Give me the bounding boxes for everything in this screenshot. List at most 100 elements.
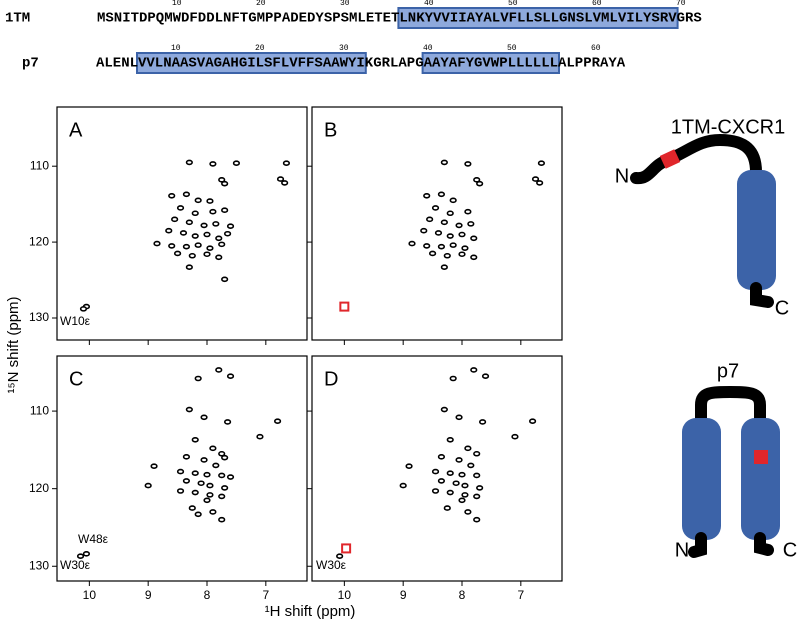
peak <box>185 264 193 270</box>
y-tick-label: 120 <box>29 481 49 495</box>
y-axis-label: ¹⁵N shift (ppm) <box>5 296 22 393</box>
peak <box>437 243 446 250</box>
sequence-name: p7 <box>22 56 39 72</box>
panel-label: C <box>69 368 83 390</box>
peak <box>212 221 220 227</box>
y-tick-label: 110 <box>30 403 49 417</box>
peak <box>185 159 193 166</box>
peak <box>446 233 454 239</box>
plot-frame <box>56 106 308 341</box>
peak <box>446 436 454 443</box>
peak <box>218 516 226 523</box>
peak <box>150 463 158 469</box>
peak <box>226 474 235 480</box>
peak <box>191 470 199 476</box>
panel-label: B <box>324 119 337 141</box>
c-terminus: C <box>775 297 789 319</box>
peak-annotation: W30ε <box>316 558 347 572</box>
peak <box>218 241 226 248</box>
c-terminus: C <box>783 539 797 561</box>
peak <box>188 505 196 511</box>
peak <box>206 492 214 498</box>
y-tick-label: 110 <box>30 158 49 172</box>
peak <box>446 470 454 476</box>
tm-box <box>397 7 679 29</box>
peak <box>206 482 214 489</box>
peak <box>536 180 544 186</box>
peak <box>218 493 226 500</box>
peak <box>171 216 179 223</box>
spectrum-panel: B <box>307 106 563 345</box>
peak <box>200 457 208 463</box>
peak <box>276 176 285 182</box>
peak <box>511 433 519 440</box>
peak <box>221 207 229 214</box>
sequence-segment: GRS <box>677 11 702 27</box>
sequence-segment: KGRLAPG <box>365 56 424 72</box>
peak <box>173 250 182 257</box>
peak <box>209 161 217 167</box>
x-tick-label: 9 <box>145 588 152 602</box>
peak <box>449 375 457 382</box>
peak <box>458 497 466 504</box>
peak <box>420 227 428 234</box>
loop <box>630 133 762 185</box>
peak <box>449 197 457 204</box>
peak <box>215 235 223 242</box>
helix <box>737 170 776 290</box>
peak <box>212 462 220 469</box>
peak <box>191 210 199 217</box>
y-tick-label: 120 <box>29 234 49 248</box>
sequence-segment: ALENL <box>96 56 138 72</box>
peak <box>206 198 214 204</box>
peak <box>461 482 469 489</box>
peak <box>461 492 469 498</box>
peak <box>440 219 448 226</box>
peak <box>194 242 202 248</box>
residue-number: 70 <box>676 0 686 8</box>
peak <box>182 478 191 484</box>
peak <box>153 240 161 247</box>
sequence-segment: VVLNAASVAGAHGILSFLVFFSAAWYI <box>138 56 365 72</box>
peak-annotation: W10ε <box>60 314 91 328</box>
peak <box>223 230 232 237</box>
peak <box>203 497 211 504</box>
peak <box>455 414 463 421</box>
tail <box>688 532 707 558</box>
sequence-segment: AAYAFYGV <box>424 56 492 72</box>
peak <box>446 489 454 496</box>
peak <box>399 482 407 489</box>
peak <box>440 406 448 413</box>
spectrum-panel: 110 120 130 A W10ε <box>29 106 308 345</box>
sequence-name: 1TM <box>5 11 30 27</box>
peak <box>215 367 223 373</box>
peak <box>203 471 211 478</box>
peak <box>528 418 537 424</box>
peak <box>408 240 416 247</box>
plot-frame <box>56 355 308 582</box>
peak <box>537 160 546 166</box>
peak <box>79 306 88 312</box>
plot-frame <box>311 106 563 341</box>
peak <box>221 276 229 283</box>
y-tick-label: 130 <box>29 558 49 572</box>
peak <box>478 419 487 425</box>
peak <box>458 231 466 238</box>
peak <box>470 367 478 373</box>
x-tick-label: 7 <box>262 588 269 602</box>
peak <box>467 221 475 227</box>
sequence-segment: MSNITDPQM <box>97 11 173 27</box>
plot-frame <box>311 355 563 582</box>
x-tick-label: 7 <box>517 588 524 602</box>
peak <box>282 160 291 166</box>
trp-marker <box>754 450 768 464</box>
peak <box>458 471 466 478</box>
peak <box>203 231 211 238</box>
peak <box>464 509 472 515</box>
peak <box>470 254 478 261</box>
peak <box>461 245 469 251</box>
peak <box>256 433 264 440</box>
peak <box>476 485 484 491</box>
